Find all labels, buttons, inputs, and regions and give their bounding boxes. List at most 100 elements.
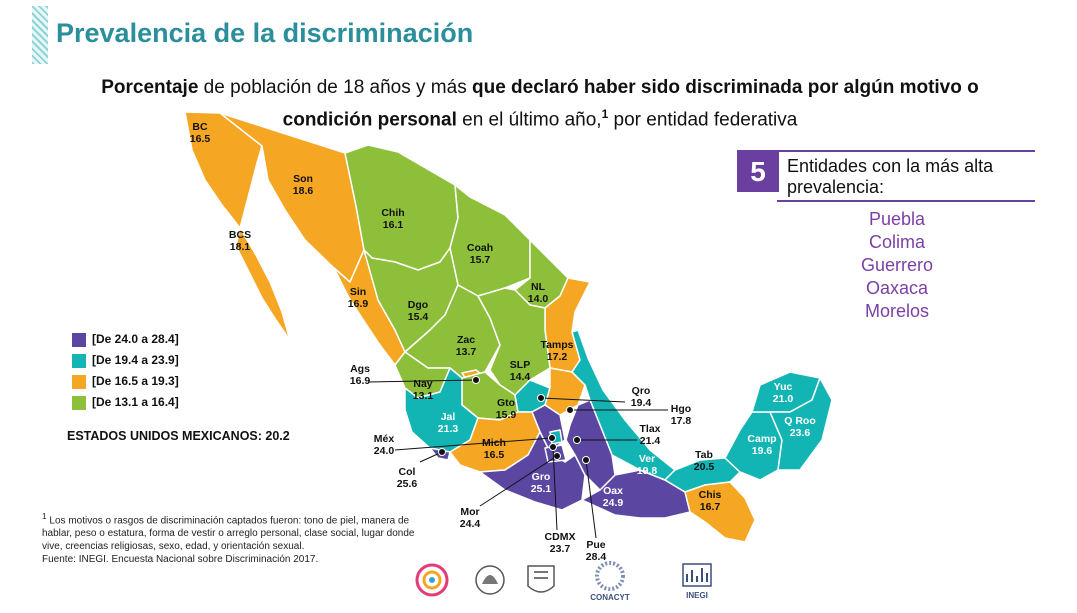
state-value: 13.1 [413, 390, 434, 402]
state-region-pue [565, 399, 616, 491]
leader-line [479, 455, 558, 507]
state-label: NL [531, 281, 546, 293]
state-value: 14.0 [528, 293, 549, 305]
state-value: 14.4 [510, 371, 531, 383]
legend-swatch [72, 354, 86, 368]
inegi-logo: INEGI [682, 563, 712, 600]
list-item: Guerrero [860, 255, 934, 275]
inegi-logo-text: INEGI [686, 591, 708, 600]
legend-label: [De 24.0 a 28.4] [92, 332, 179, 346]
panel-heading: Entidades con la más alta prevalencia: [787, 156, 994, 197]
state-label: Chih [381, 207, 404, 219]
footnote-mark: 1 [42, 511, 47, 521]
subtitle-footnote-mark: 1 [601, 107, 609, 121]
legend-swatch [72, 333, 86, 347]
state-region-slp [477, 287, 551, 396]
state-value: 24.0 [374, 445, 395, 457]
subtitle-part-3: que declaró haber sido discriminada por … [282, 77, 979, 131]
leader-dot [438, 448, 446, 456]
state-region-coah [449, 184, 531, 297]
state-value: 16.9 [350, 375, 371, 387]
state-value: 20.5 [694, 461, 715, 473]
title-decoration [32, 6, 48, 64]
state-value: 25.1 [531, 483, 552, 495]
map-subtitle: Porcentaje de población de 18 años y más… [60, 74, 1020, 133]
list-item: Colima [868, 232, 925, 252]
state-label: Coah [467, 242, 493, 254]
legend-label: [De 19.4 a 23.9] [92, 353, 179, 367]
institution-logos: CONACYT INEGI [415, 561, 712, 602]
state-value: 21.0 [773, 393, 794, 405]
state-value: 16.5 [484, 449, 505, 461]
footnote-text: Los motivos o rasgos de discriminación c… [42, 515, 415, 553]
leader-line [540, 397, 626, 403]
state-label: Gto [497, 397, 515, 409]
panel-bottom-line [777, 200, 1035, 202]
state-value: 24.4 [460, 518, 481, 530]
state-label: Zac [457, 334, 475, 346]
state-value: 16.9 [348, 298, 369, 310]
state-value: 17.2 [547, 351, 568, 363]
state-value: 19.6 [752, 445, 773, 457]
state-label: Tlax [639, 423, 660, 435]
state-label: Méx [374, 433, 395, 445]
leader-line [367, 379, 477, 383]
state-region-q-roo [769, 377, 833, 471]
unam-logo [527, 565, 555, 593]
footnote: 1 Los motivos o rasgos de discriminación… [42, 510, 422, 566]
state-label: Tab [695, 449, 713, 461]
state-label: Col [399, 466, 416, 478]
state-label: Nay [413, 378, 432, 390]
legend-swatch [72, 375, 86, 389]
source-note: Fuente: INEGI. Encuesta Nacional sobre D… [42, 554, 319, 566]
state-label: CDMX [545, 531, 576, 543]
state-label: Ags [350, 363, 370, 375]
subtitle-part-4: en el último año, [456, 109, 602, 131]
state-value: 16.7 [700, 501, 721, 513]
national-value: ESTADOS UNIDOS MEXICANOS: 20.2 [67, 429, 290, 443]
state-region-chis [684, 481, 756, 543]
state-value: 23.7 [550, 543, 571, 555]
subtitle-part-6: por entidad federativa [608, 109, 798, 131]
list-item: Puebla [868, 209, 926, 229]
leader-line [394, 437, 553, 451]
state-label: Oax [603, 485, 623, 497]
state-label: Mor [460, 506, 479, 518]
state-value: 13.7 [456, 346, 477, 358]
state-label: Yuc [774, 381, 793, 393]
leader-dot [566, 406, 574, 414]
leader-dot [472, 376, 480, 384]
state-label: Dgo [408, 299, 428, 311]
state-label: Chis [699, 489, 722, 501]
subtitle-part-2: de población de 18 años y más [198, 77, 472, 98]
leader-line [419, 451, 443, 463]
legend-label: [De 16.5 a 19.3] [92, 374, 179, 388]
leader-dot [548, 434, 556, 442]
state-value: 24.9 [603, 497, 624, 509]
state-value: 23.6 [790, 427, 811, 439]
state-value: 16.1 [383, 219, 404, 231]
conacyt-logo: CONACYT [590, 561, 630, 602]
state-label: Sin [350, 286, 366, 298]
state-value: 25.6 [397, 478, 418, 490]
page-title: Prevalencia de la discriminación [56, 18, 474, 48]
state-value: 28.4 [586, 551, 607, 563]
leader-dot [549, 443, 557, 451]
state-value: 15.9 [496, 409, 517, 421]
panel-top-line [737, 150, 1035, 152]
leader-dot [573, 436, 581, 444]
state-label: BC [192, 121, 208, 133]
state-region-bcs [235, 227, 291, 341]
state-label: Q Roo [784, 415, 816, 427]
leader-line [585, 459, 597, 539]
state-label: Mich [482, 437, 506, 449]
state-label: Tamps [540, 339, 573, 351]
state-label: Jal [441, 411, 456, 423]
state-value: 17.8 [671, 415, 692, 427]
list-item: Morelos [864, 301, 930, 321]
state-value: 19.4 [631, 397, 652, 409]
leader-dot [582, 456, 590, 464]
state-value: 18.6 [293, 185, 314, 197]
state-value: 19.8 [637, 465, 658, 477]
legend-label: [De 13.1 a 16.4] [92, 395, 179, 409]
